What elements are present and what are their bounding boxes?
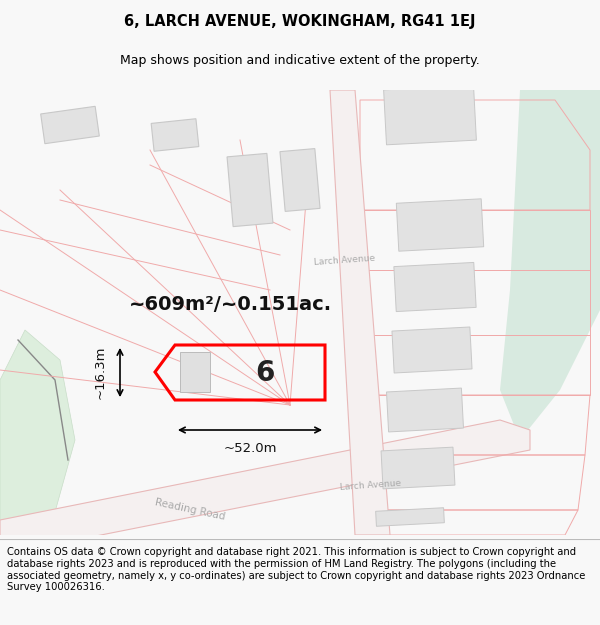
Polygon shape [392,327,472,373]
Polygon shape [227,153,273,227]
Text: Larch Avenue: Larch Avenue [339,478,401,492]
Polygon shape [0,330,75,530]
Text: Contains OS data © Crown copyright and database right 2021. This information is : Contains OS data © Crown copyright and d… [7,548,586,592]
Polygon shape [41,106,100,144]
Polygon shape [500,90,600,440]
Text: Reading Road: Reading Road [154,498,226,522]
Text: 6: 6 [256,359,275,387]
Text: ~52.0m: ~52.0m [223,441,277,454]
Polygon shape [397,199,484,251]
Text: ~16.3m: ~16.3m [94,346,107,399]
Polygon shape [386,388,463,432]
Text: ~609m²/~0.151ac.: ~609m²/~0.151ac. [128,296,332,314]
Polygon shape [383,85,476,145]
Polygon shape [151,119,199,151]
Polygon shape [376,508,445,526]
Polygon shape [394,262,476,312]
Text: Larch Avenue: Larch Avenue [313,253,375,267]
Polygon shape [180,352,210,392]
Polygon shape [381,447,455,489]
Text: Map shows position and indicative extent of the property.: Map shows position and indicative extent… [120,54,480,67]
Polygon shape [330,90,390,535]
Polygon shape [0,420,530,555]
Text: 6, LARCH AVENUE, WOKINGHAM, RG41 1EJ: 6, LARCH AVENUE, WOKINGHAM, RG41 1EJ [124,14,476,29]
Polygon shape [280,149,320,211]
